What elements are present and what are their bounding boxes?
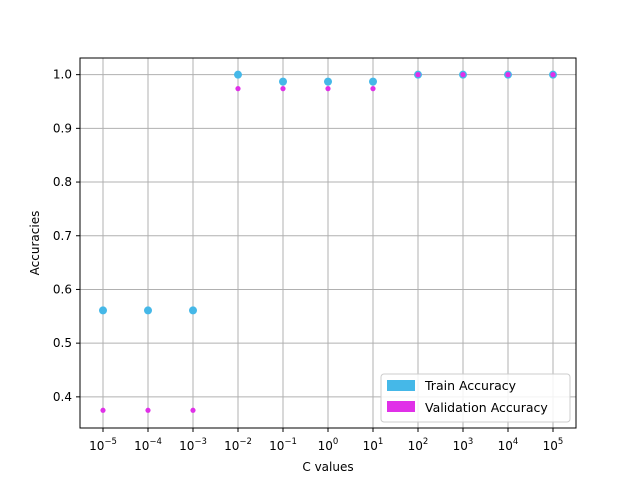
y-tick-label: 0.6	[53, 282, 72, 296]
y-axis-title: Accuracies	[28, 211, 42, 276]
y-tick-label: 0.4	[53, 390, 72, 404]
legend: Train Accuracy Validation Accuracy	[380, 373, 571, 423]
legend-label-validation: Validation Accuracy	[425, 400, 548, 415]
legend-swatch-validation	[387, 401, 415, 412]
train-accuracy-point	[99, 306, 107, 315]
validation-accuracy-point	[370, 86, 376, 92]
validation-accuracy-point	[280, 86, 286, 92]
validation-accuracy-point	[550, 72, 556, 78]
axis-ticks: 10−5 10−4 10−3 10−2 10−1 100 101 102 103 104 105 0.…	[53, 68, 563, 453]
data-points	[99, 70, 557, 413]
x-axis-title: C values	[302, 460, 353, 474]
y-tick-label: 0.5	[53, 336, 72, 350]
validation-accuracy-point	[460, 72, 466, 78]
x-tick-label: 103	[453, 437, 474, 453]
legend-swatch-train	[387, 380, 415, 391]
x-tick-label: 10−2	[224, 437, 252, 453]
x-tick-label: 10−3	[179, 437, 207, 453]
validation-accuracy-point	[190, 407, 196, 413]
validation-accuracy-point	[505, 72, 511, 78]
legend-label-train: Train Accuracy	[424, 378, 517, 393]
train-accuracy-point	[324, 77, 332, 86]
train-accuracy-point	[144, 306, 152, 315]
grid-lines	[80, 58, 576, 428]
x-tick-label: 10−4	[134, 437, 162, 453]
x-tick-label: 102	[408, 437, 429, 453]
validation-accuracy-point	[415, 72, 421, 78]
validation-accuracy-point	[145, 407, 151, 413]
train-accuracy-point	[369, 77, 377, 86]
x-tick-label: 10−5	[89, 437, 117, 453]
x-tick-label: 104	[498, 437, 519, 453]
x-tick-label: 10−1	[269, 437, 297, 453]
validation-accuracy-point	[235, 86, 241, 92]
y-tick-label: 0.8	[53, 175, 72, 189]
y-tick-label: 1.0	[53, 68, 72, 82]
y-tick-label: 0.7	[53, 229, 72, 243]
train-accuracy-point	[189, 306, 197, 315]
train-accuracy-point	[234, 70, 242, 79]
x-tick-label: 100	[318, 437, 339, 453]
y-tick-label: 0.9	[53, 121, 72, 135]
validation-accuracy-point	[100, 407, 106, 413]
validation-accuracy-point	[325, 86, 331, 92]
x-tick-label: 101	[363, 437, 384, 453]
legend-box	[380, 373, 571, 423]
train-accuracy-point	[279, 77, 287, 86]
x-tick-label: 105	[543, 437, 564, 453]
